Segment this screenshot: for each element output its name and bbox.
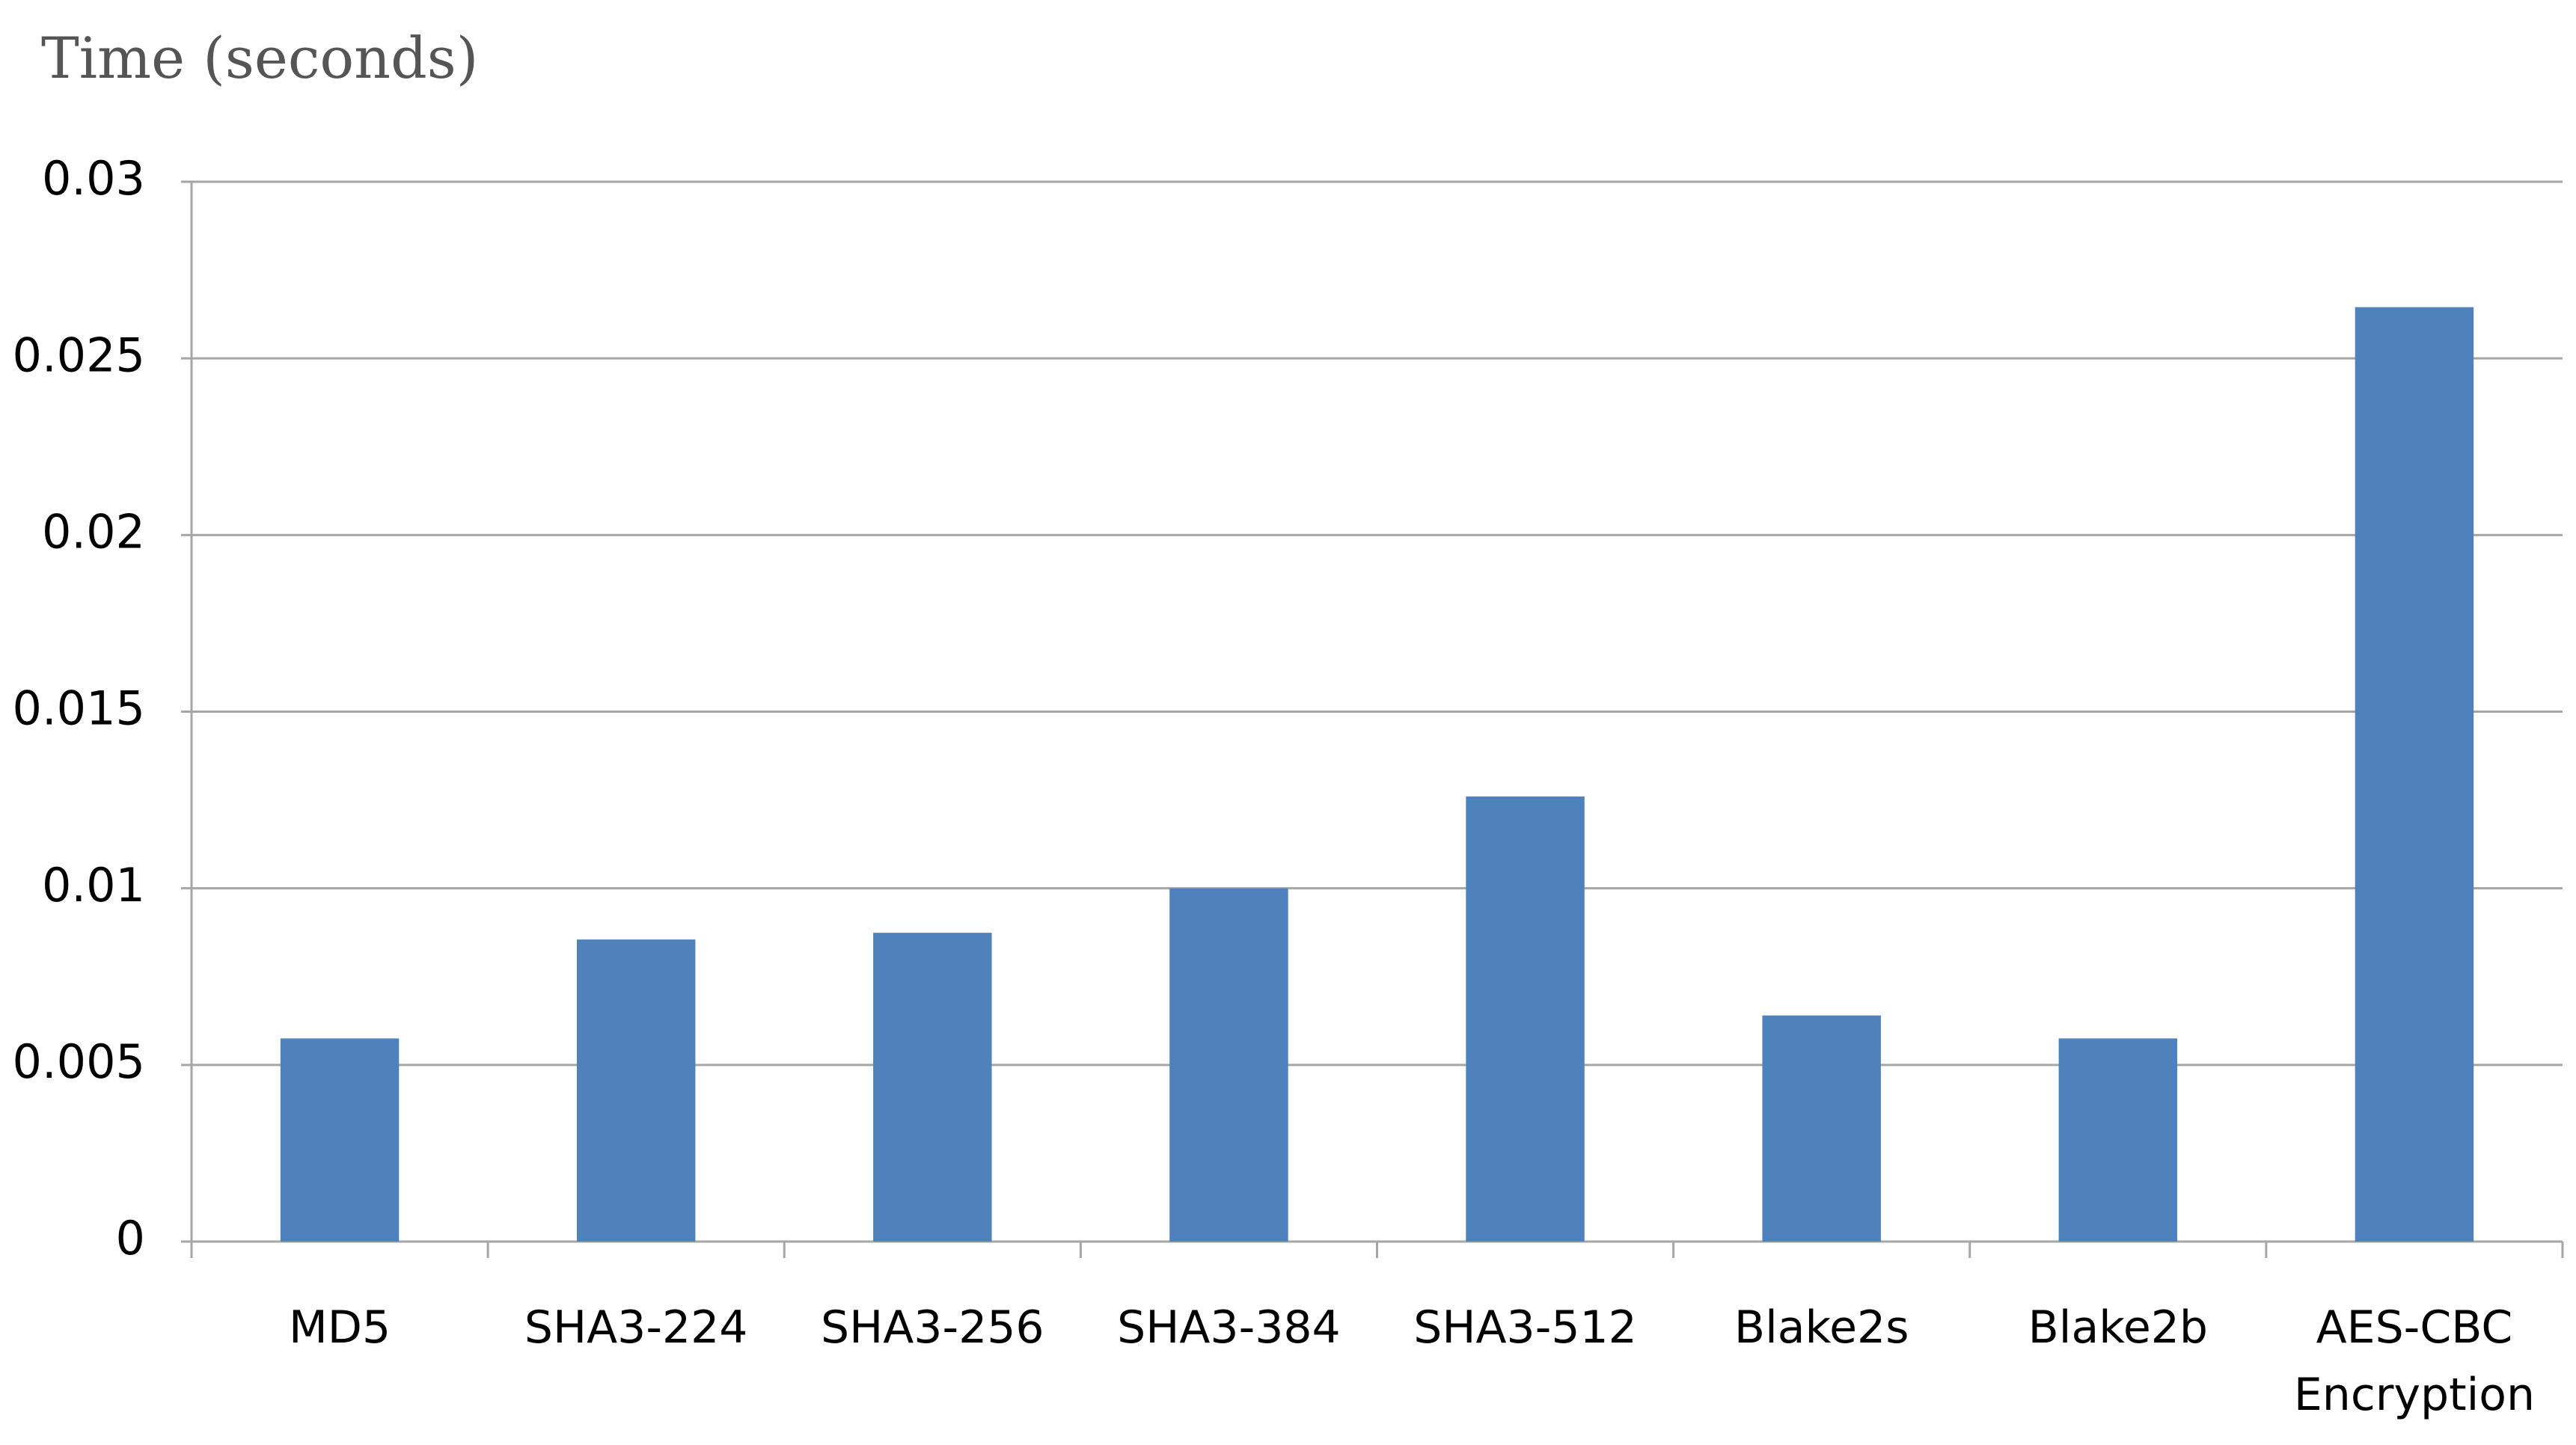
x-tick-label: Blake2s <box>1734 1301 1909 1354</box>
chart-title: Time (seconds) <box>41 25 478 91</box>
x-tick-label: SHA3-256 <box>821 1301 1044 1354</box>
y-tick-label: 0.025 <box>13 328 146 382</box>
x-tick-label: SHA3-224 <box>524 1301 748 1354</box>
y-tick-label: 0.01 <box>42 858 145 912</box>
bar <box>2058 1038 2178 1242</box>
bar <box>576 939 696 1242</box>
x-tick-label: MD5 <box>288 1301 391 1354</box>
y-tick-label: 0.03 <box>42 151 145 206</box>
bar <box>2355 307 2474 1242</box>
bar <box>873 933 992 1242</box>
y-tick-label: 0.005 <box>13 1034 146 1089</box>
bar <box>1466 796 1585 1242</box>
x-tick-label: AES-CBC Encryption <box>2293 1301 2535 1421</box>
bar <box>1762 1015 1881 1242</box>
y-tick-label: 0 <box>116 1211 145 1265</box>
bar <box>1169 888 1288 1242</box>
x-tick-label: SHA3-384 <box>1117 1301 1341 1354</box>
y-tick-label: 0.015 <box>13 681 146 736</box>
x-tick-label: Blake2b <box>2028 1301 2208 1354</box>
bar <box>280 1038 400 1242</box>
y-tick-label: 0.02 <box>42 504 145 559</box>
x-tick-label: SHA3-512 <box>1413 1301 1637 1354</box>
